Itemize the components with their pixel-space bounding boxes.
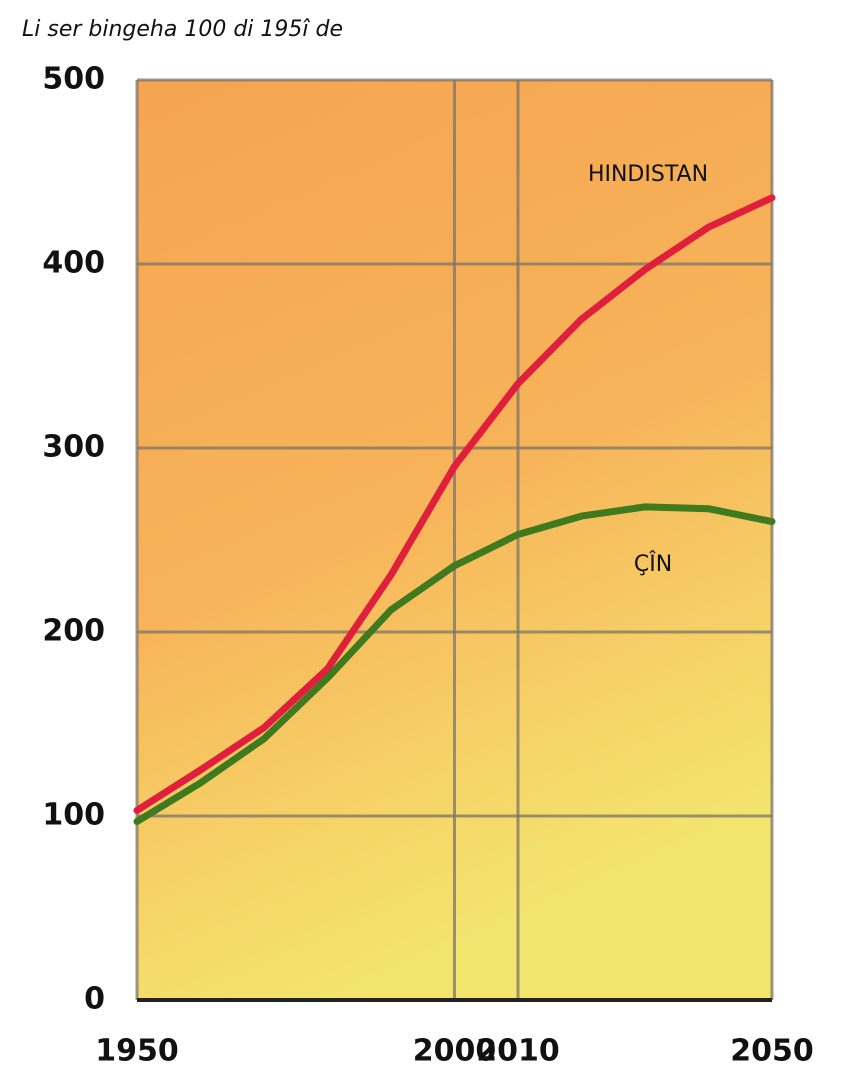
series-label: ÇÎN bbox=[634, 551, 672, 577]
x-tick-label: 2050 bbox=[730, 1034, 814, 1069]
y-tick-label: 400 bbox=[42, 246, 105, 281]
x-tick-label: 1950 bbox=[95, 1034, 179, 1069]
series-line bbox=[133, 194, 776, 814]
x-tick-label: 2010 bbox=[476, 1034, 560, 1069]
y-tick-label: 100 bbox=[42, 798, 105, 833]
y-tick-label: 500 bbox=[42, 62, 105, 97]
chart-title: Li ser bingeha 100 di 195î de bbox=[22, 17, 343, 42]
series-line bbox=[133, 503, 776, 826]
y-tick-label: 300 bbox=[42, 430, 105, 465]
y-tick-label: 0 bbox=[84, 982, 105, 1017]
y-tick-label: 200 bbox=[42, 614, 105, 649]
series-label: HINDISTAN bbox=[588, 162, 708, 187]
x-tick-label: 2000 bbox=[413, 1034, 497, 1069]
